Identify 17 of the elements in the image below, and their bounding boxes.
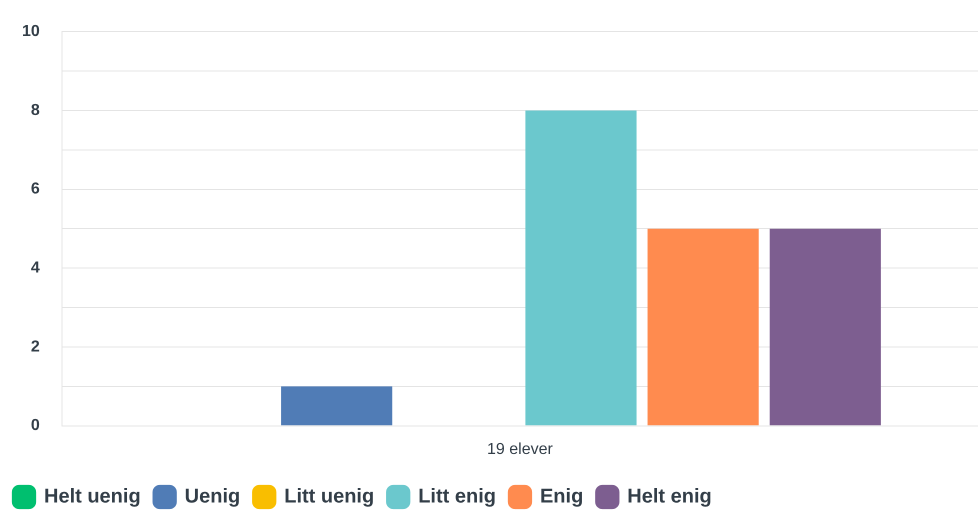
legend-label: Enig (540, 486, 584, 508)
y-tick-label: 8 (30, 102, 40, 119)
y-tick-label: 0 (30, 417, 40, 434)
legend-label: Uenig (184, 486, 240, 508)
y-tick-label: 4 (30, 260, 40, 277)
bar (770, 228, 881, 426)
y-tick-label: 2 (30, 338, 40, 356)
legend-label: Helt uenig (44, 486, 141, 508)
legend-label: Litt uenig (284, 486, 374, 508)
bar (525, 110, 637, 426)
legend-label: Helt enig (627, 486, 712, 508)
y-tick-label: 10 (22, 23, 40, 40)
bar (281, 386, 392, 426)
x-tick-label: 19 elever (486, 440, 554, 458)
y-tick-label: 6 (30, 180, 40, 198)
legend-label: Litt enig (418, 486, 496, 508)
bar (648, 228, 759, 426)
